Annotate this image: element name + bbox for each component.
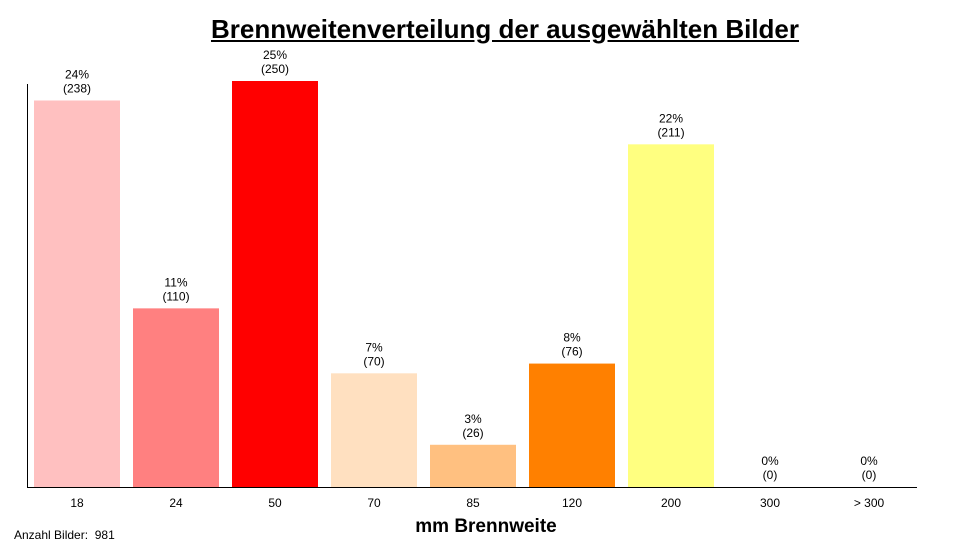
- chart-title: Brennweitenverteilung der ausgewählten B…: [210, 14, 800, 44]
- percent-label-300: 0%: [761, 454, 779, 468]
- count-label-85: (26): [462, 426, 483, 440]
- percent-label-120: 8%: [563, 331, 581, 345]
- percent-label-50: 25%: [263, 48, 287, 62]
- bar-85: [430, 444, 516, 487]
- x-tick-label-300: > 300: [854, 496, 885, 510]
- x-tick-labels-layer: 18 24 50 70 85 120 200 300 > 300: [70, 496, 884, 510]
- axes-layer: [27, 84, 917, 488]
- bar-200: [628, 144, 714, 487]
- count-label-18: (238): [63, 81, 91, 95]
- x-tick-label-50: 50: [268, 496, 282, 510]
- bars-layer: [34, 81, 912, 488]
- bar-50: [232, 81, 318, 487]
- bar-120: [529, 363, 615, 487]
- footer-image-count: Anzahl Bilder: 981: [14, 528, 115, 542]
- x-tick-label-24: 24: [169, 496, 183, 510]
- image-count-label: Anzahl Bilder:: [14, 528, 89, 542]
- count-label-300: (0): [862, 468, 877, 482]
- x-tick-label-300: 300: [760, 496, 780, 510]
- count-label-300: (0): [763, 468, 778, 482]
- x-tick-label-120: 120: [562, 496, 582, 510]
- percent-label-300: 0%: [860, 454, 878, 468]
- percent-label-85: 3%: [464, 412, 482, 426]
- bar-24: [133, 308, 219, 487]
- x-axis-title: mm Brennweite: [415, 516, 557, 537]
- count-label-70: (70): [363, 354, 384, 368]
- count-label-120: (76): [561, 345, 582, 359]
- count-label-24: (110): [162, 289, 189, 303]
- x-tick-label-85: 85: [466, 496, 480, 510]
- count-label-200: (211): [657, 125, 684, 139]
- percent-label-200: 22%: [659, 111, 683, 125]
- image-count-value: 981: [94, 528, 115, 542]
- percent-label-70: 7%: [365, 340, 383, 354]
- count-label-50: (250): [261, 62, 289, 76]
- x-tick-label-18: 18: [70, 496, 84, 510]
- data-labels-layer: 24%(238) 11%(110) 25%(250) 7%(70) 3%(26) 8%(7…: [63, 48, 878, 482]
- x-tick-label-70: 70: [367, 496, 381, 510]
- x-tick-label-200: 200: [661, 496, 681, 510]
- percent-label-18: 24%: [65, 67, 89, 81]
- percent-label-24: 11%: [164, 275, 187, 289]
- bar-18: [34, 100, 120, 487]
- bar-70: [331, 373, 417, 487]
